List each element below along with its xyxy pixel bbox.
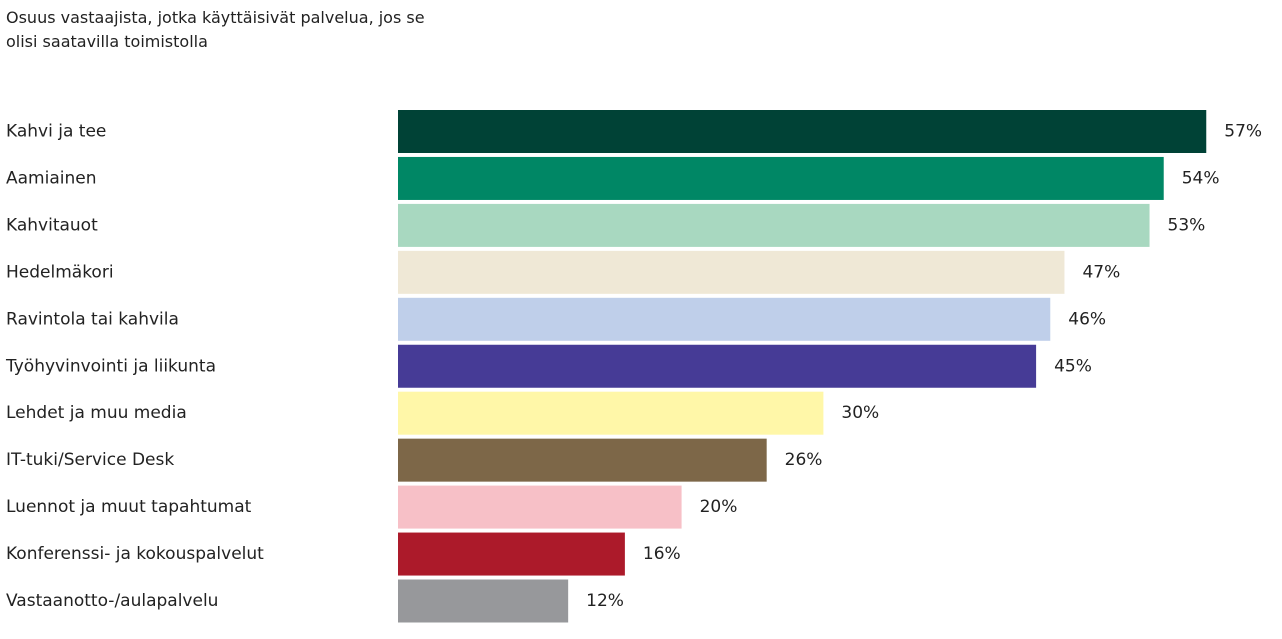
bar xyxy=(398,485,682,529)
category-label: Ravintola tai kahvila xyxy=(6,309,179,329)
chart-title: Osuus vastaajista, jotka käyttäisivät pa… xyxy=(6,8,425,51)
category-label: Kahvi ja tee xyxy=(6,122,106,142)
category-label: Aamiainen xyxy=(6,168,96,188)
value-label: 16% xyxy=(643,544,681,564)
bar xyxy=(398,203,1150,247)
value-label: 53% xyxy=(1168,215,1206,235)
bar xyxy=(398,297,1051,341)
value-label: 20% xyxy=(700,497,738,517)
category-label: Konferenssi- ja kokouspalvelut xyxy=(6,544,264,564)
bar xyxy=(398,391,824,435)
category-label: Luennot ja muut tapahtumat xyxy=(6,497,252,517)
category-label: Kahvitauot xyxy=(6,215,98,235)
category-label: Työhyvinvointi ja liikunta xyxy=(5,356,216,376)
bar xyxy=(398,344,1037,388)
value-label: 46% xyxy=(1068,309,1106,329)
bar xyxy=(398,579,569,623)
bar xyxy=(398,532,625,576)
value-label: 54% xyxy=(1182,168,1220,188)
category-label: Lehdet ja muu media xyxy=(6,403,187,423)
bar xyxy=(398,438,767,482)
bar xyxy=(398,156,1164,200)
value-label: 45% xyxy=(1054,356,1092,376)
value-label: 26% xyxy=(785,450,823,470)
value-label: 57% xyxy=(1224,122,1262,142)
bar xyxy=(398,110,1207,153)
value-label: 47% xyxy=(1082,262,1120,282)
value-label: 12% xyxy=(586,591,624,611)
value-label: 30% xyxy=(841,403,879,423)
category-label: IT-tuki/Service Desk xyxy=(6,450,174,470)
category-label: Hedelmäkori xyxy=(6,262,114,282)
bar xyxy=(398,250,1065,294)
category-label: Vastaanotto-/aulapalvelu xyxy=(6,591,218,611)
